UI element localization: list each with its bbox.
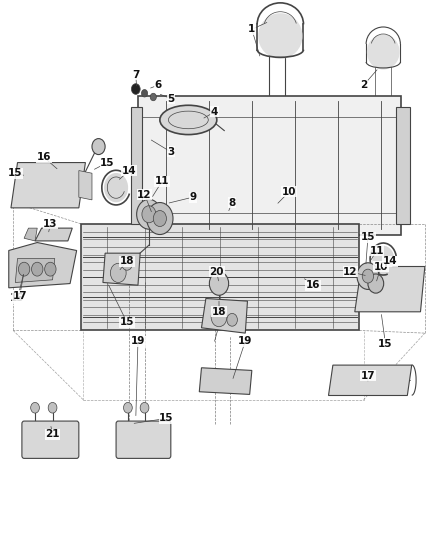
Text: 4: 4 bbox=[211, 107, 218, 117]
Polygon shape bbox=[328, 365, 412, 395]
Text: 14: 14 bbox=[382, 256, 397, 266]
Circle shape bbox=[153, 211, 166, 227]
Circle shape bbox=[150, 93, 156, 101]
Circle shape bbox=[45, 262, 56, 276]
Circle shape bbox=[142, 206, 156, 223]
Text: 18: 18 bbox=[212, 307, 226, 317]
Polygon shape bbox=[131, 107, 142, 224]
Text: 8: 8 bbox=[229, 198, 236, 207]
Text: 10: 10 bbox=[282, 187, 297, 197]
Text: 12: 12 bbox=[343, 267, 358, 277]
Circle shape bbox=[137, 199, 161, 229]
Polygon shape bbox=[24, 228, 37, 241]
Text: 2: 2 bbox=[360, 80, 367, 90]
Text: 11: 11 bbox=[155, 176, 170, 186]
Text: 13: 13 bbox=[43, 219, 58, 229]
Circle shape bbox=[124, 402, 132, 413]
Text: 9: 9 bbox=[189, 192, 196, 202]
FancyBboxPatch shape bbox=[21, 172, 54, 201]
Polygon shape bbox=[201, 298, 247, 333]
FancyBboxPatch shape bbox=[367, 277, 402, 309]
Text: 19: 19 bbox=[238, 336, 252, 346]
Circle shape bbox=[92, 139, 105, 155]
Text: 7: 7 bbox=[132, 70, 139, 79]
Circle shape bbox=[122, 257, 132, 270]
Text: 15: 15 bbox=[360, 232, 375, 242]
Polygon shape bbox=[199, 368, 252, 394]
Text: 5: 5 bbox=[167, 94, 174, 103]
Ellipse shape bbox=[372, 246, 394, 272]
Text: 15: 15 bbox=[100, 158, 115, 167]
Circle shape bbox=[18, 262, 30, 276]
Circle shape bbox=[147, 203, 173, 235]
FancyBboxPatch shape bbox=[116, 421, 171, 458]
Circle shape bbox=[31, 402, 39, 413]
Polygon shape bbox=[35, 228, 72, 241]
Text: 15: 15 bbox=[159, 414, 174, 423]
Text: 11: 11 bbox=[369, 246, 384, 255]
Circle shape bbox=[140, 402, 149, 413]
Circle shape bbox=[368, 274, 384, 293]
Circle shape bbox=[362, 269, 374, 283]
Polygon shape bbox=[355, 266, 425, 312]
Text: 15: 15 bbox=[8, 168, 23, 178]
Polygon shape bbox=[81, 224, 359, 330]
Text: 15: 15 bbox=[378, 339, 393, 349]
Text: 18: 18 bbox=[120, 256, 134, 266]
Text: 10: 10 bbox=[374, 262, 389, 271]
Text: 15: 15 bbox=[10, 294, 25, 303]
FancyBboxPatch shape bbox=[22, 421, 79, 458]
Polygon shape bbox=[15, 259, 55, 282]
Polygon shape bbox=[11, 163, 85, 208]
Ellipse shape bbox=[160, 106, 217, 135]
Circle shape bbox=[131, 84, 140, 94]
Polygon shape bbox=[103, 253, 140, 285]
Ellipse shape bbox=[104, 173, 128, 203]
Polygon shape bbox=[138, 96, 401, 235]
Polygon shape bbox=[79, 171, 92, 200]
Text: 20: 20 bbox=[209, 267, 224, 277]
Text: 3: 3 bbox=[167, 147, 174, 157]
Text: 17: 17 bbox=[12, 291, 27, 301]
Text: 6: 6 bbox=[154, 80, 161, 90]
Text: 15: 15 bbox=[120, 318, 134, 327]
Circle shape bbox=[357, 263, 379, 289]
Text: 21: 21 bbox=[45, 430, 60, 439]
Text: 19: 19 bbox=[131, 336, 145, 346]
Polygon shape bbox=[396, 107, 410, 224]
Text: 14: 14 bbox=[122, 166, 137, 175]
Circle shape bbox=[209, 272, 229, 295]
Polygon shape bbox=[9, 243, 77, 288]
Circle shape bbox=[211, 308, 227, 327]
Circle shape bbox=[32, 262, 43, 276]
Circle shape bbox=[110, 263, 126, 282]
Text: 17: 17 bbox=[360, 371, 375, 381]
Text: 16: 16 bbox=[306, 280, 321, 290]
Circle shape bbox=[141, 90, 148, 97]
Ellipse shape bbox=[258, 13, 303, 59]
Text: 16: 16 bbox=[36, 152, 51, 162]
Circle shape bbox=[227, 313, 237, 326]
Circle shape bbox=[48, 402, 57, 413]
Text: 1: 1 bbox=[248, 25, 255, 34]
Text: 12: 12 bbox=[137, 190, 152, 199]
Ellipse shape bbox=[367, 34, 399, 69]
